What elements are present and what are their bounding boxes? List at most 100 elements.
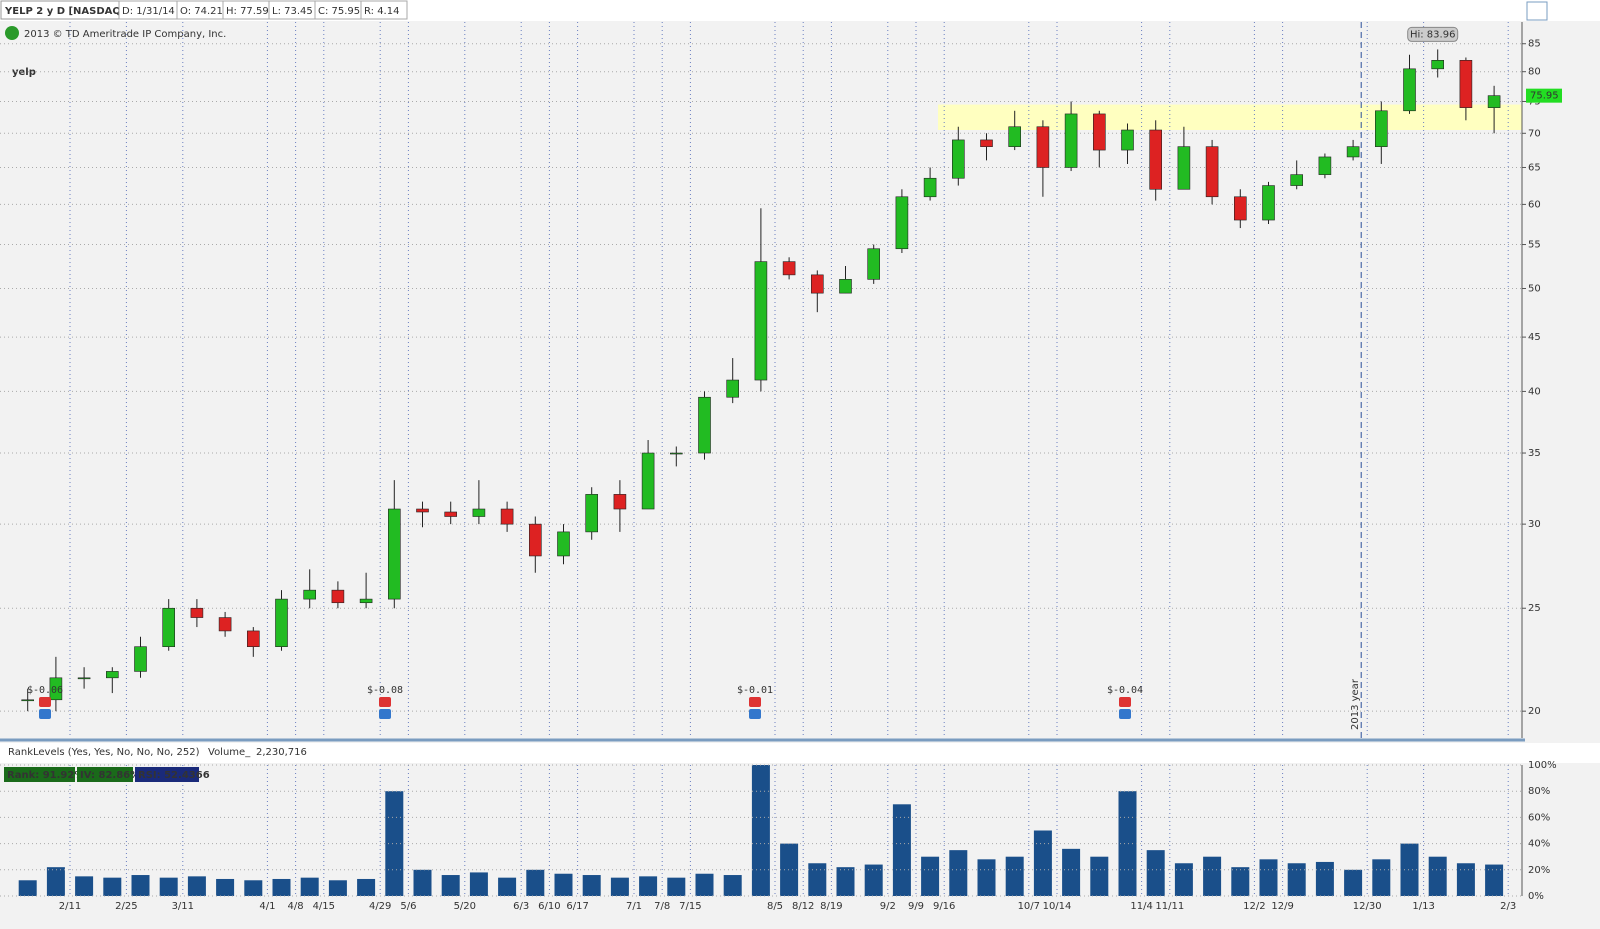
y-tick-label: 0% xyxy=(1528,891,1544,902)
volume-bar xyxy=(441,875,460,896)
candle-body xyxy=(190,607,204,618)
candle-body xyxy=(1346,146,1360,158)
x-tick-label: 4/15 xyxy=(313,901,335,912)
candle-body xyxy=(726,379,740,398)
volume-bar xyxy=(921,856,940,896)
volume-bar xyxy=(1174,863,1193,896)
field-box xyxy=(360,0,408,20)
volume-bar xyxy=(385,791,404,896)
volume-bar xyxy=(1485,864,1504,896)
highlight-band xyxy=(938,104,1522,131)
volume-bar xyxy=(1231,867,1250,896)
symbol: YELP 2 y D [NASDAQ] xyxy=(4,6,125,17)
candle-body xyxy=(303,589,317,600)
volume-bar xyxy=(328,880,347,896)
event-icon xyxy=(379,697,391,707)
volume-bar xyxy=(554,873,573,896)
x-tick-label: 10/7 xyxy=(1018,901,1040,912)
earnings-label: $-0.06 xyxy=(27,685,63,696)
volume-bar xyxy=(18,880,37,896)
x-tick-label: 4/8 xyxy=(288,901,304,912)
earnings-label: $-0.08 xyxy=(367,685,403,696)
dividend-icon xyxy=(379,709,391,719)
x-tick-label: 9/2 xyxy=(880,901,896,912)
candle-body xyxy=(359,598,373,604)
copyright: 2013 © TD Ameritrade IP Company, Inc. xyxy=(24,29,226,40)
volume-bar xyxy=(498,877,517,896)
badge xyxy=(135,767,199,782)
volume-bar xyxy=(75,876,94,896)
x-tick-label: 2/11 xyxy=(59,901,81,912)
volume-bar xyxy=(695,873,714,896)
candle-body xyxy=(754,261,768,381)
y-tick-label: 40% xyxy=(1528,839,1550,850)
candle-body xyxy=(641,452,655,510)
volume-title: Volume_ xyxy=(208,747,251,758)
x-tick-label: 5/20 xyxy=(454,901,476,912)
y-tick-label: 100% xyxy=(1528,760,1557,771)
header-field: H: 77.59 xyxy=(226,6,269,17)
candle-body xyxy=(528,523,542,557)
y-tick-label: 40 xyxy=(1528,386,1541,397)
x-tick-label: 6/3 xyxy=(513,901,529,912)
volume-bar xyxy=(836,867,855,896)
volume-bar xyxy=(1456,863,1475,896)
y-tick-label: 30 xyxy=(1528,519,1541,530)
volume-bar xyxy=(469,872,488,896)
badge-label: RSI: 52.4366 xyxy=(138,770,210,781)
y-tick-label: 20 xyxy=(1528,706,1541,717)
volume-bar xyxy=(1344,869,1363,896)
volume-bar xyxy=(159,877,178,896)
dividend-icon xyxy=(749,709,761,719)
x-tick-label: 4/1 xyxy=(259,901,275,912)
settings-button[interactable] xyxy=(1526,1,1548,21)
volume-bar xyxy=(582,875,601,896)
candle-body xyxy=(1262,185,1275,221)
x-tick-label: 6/10 xyxy=(538,901,560,912)
candle-body xyxy=(1375,110,1388,147)
volume-value: 2,230,716 xyxy=(256,747,307,758)
last-tag xyxy=(1526,88,1562,103)
volume-bar xyxy=(357,878,376,896)
high-label: Hi: 83.96 xyxy=(1410,29,1455,40)
info-icon[interactable] xyxy=(5,26,19,40)
y-tick-label: 45 xyxy=(1528,332,1541,343)
candle-body xyxy=(810,274,824,294)
candle-body xyxy=(1205,146,1219,198)
candle-body xyxy=(1121,129,1134,151)
earnings-label: $-0.04 xyxy=(1107,685,1143,696)
dividend-icon xyxy=(39,709,51,719)
volume-bar xyxy=(610,877,629,896)
candle-body xyxy=(134,646,147,672)
volume-bar xyxy=(892,804,911,896)
candle-body xyxy=(218,617,232,632)
y-tick-label: 70 xyxy=(1528,128,1541,139)
candle-body xyxy=(1318,156,1332,175)
lower-title: RankLevels (Yes, Yes, No, No, No, 252) xyxy=(8,747,200,758)
candle-body xyxy=(1093,113,1106,151)
x-tick-label: 7/15 xyxy=(679,901,701,912)
candle-body xyxy=(1177,146,1191,190)
candle-body xyxy=(1064,113,1078,168)
x-tick-label: 11/4 xyxy=(1130,901,1152,912)
candle-body xyxy=(106,671,119,679)
volume-bar xyxy=(1203,856,1222,896)
volume-bar xyxy=(949,850,968,896)
volume-bar xyxy=(1428,856,1447,896)
x-tick-label: 8/5 xyxy=(767,901,783,912)
y-tick-label: 50 xyxy=(1528,284,1541,295)
header-field: O: 74.21 xyxy=(180,6,223,17)
candle-body xyxy=(77,677,91,680)
volume-bar xyxy=(46,867,65,896)
volume-bar xyxy=(526,869,545,896)
volume-bar xyxy=(808,863,827,896)
volume-bar xyxy=(244,880,263,896)
volume-bar xyxy=(272,878,291,896)
volume-bar xyxy=(1062,848,1081,896)
logo: yelp xyxy=(12,67,36,78)
volume-bar xyxy=(639,876,658,896)
x-tick-label: 7/8 xyxy=(654,901,670,912)
y-tick-label: 60 xyxy=(1528,199,1541,210)
